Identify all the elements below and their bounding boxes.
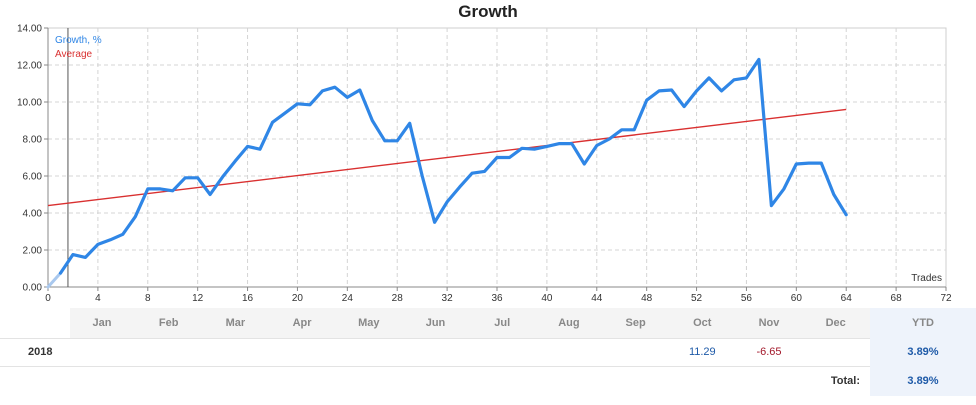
- x-tick-label: 16: [242, 293, 254, 304]
- table-row: 2018 11.29 -6.65 3.89%: [0, 338, 976, 367]
- month-header-jul: Jul: [494, 317, 511, 329]
- month-header-may: May: [358, 317, 380, 329]
- x-axis-label: Trades: [911, 273, 942, 284]
- table-total-row: Total: 3.89%: [0, 366, 976, 396]
- x-tick-label: 0: [45, 293, 51, 304]
- chart-title: Growth: [458, 2, 518, 21]
- month-header-jan: Jan: [92, 317, 112, 329]
- header-band: [70, 308, 870, 338]
- x-tick-label: 60: [791, 293, 803, 304]
- y-tick-label: 14.00: [17, 24, 42, 35]
- month-header-oct: Oct: [693, 317, 712, 329]
- x-tick-label: 52: [691, 293, 703, 304]
- x-tick-label: 4: [95, 293, 101, 304]
- y-tick-label: 2.00: [23, 246, 43, 257]
- series-growth-start-segment: [46, 271, 62, 289]
- legend-average: Average: [55, 49, 93, 60]
- x-tick-label: 44: [591, 293, 603, 304]
- ytd-value: 3.89%: [870, 338, 976, 366]
- x-tick-label: 32: [442, 293, 454, 304]
- series-growth-line: [58, 57, 848, 275]
- x-tick-label: 36: [491, 293, 503, 304]
- month-header-aug: Aug: [558, 317, 580, 329]
- x-tick-label: 20: [292, 293, 304, 304]
- x-tick-label: 8: [145, 293, 151, 304]
- month-header-feb: Feb: [158, 317, 179, 329]
- x-tick-label: 24: [342, 293, 354, 304]
- x-tick-label: 28: [392, 293, 404, 304]
- y-tick-label: 10.00: [17, 98, 42, 109]
- month-header-sep: Sep: [625, 317, 646, 329]
- x-tick-label: 56: [741, 293, 753, 304]
- legend-growth: Growth, %: [55, 35, 102, 46]
- y-tick-label: 12.00: [17, 61, 42, 72]
- table-header-row: Jan Feb Mar Apr May Jun Jul Aug Sep Oct Nov Dec YTD: [0, 308, 976, 339]
- legend: Growth, % Average: [55, 35, 102, 60]
- month-header-dec: Dec: [825, 317, 846, 329]
- y-tick-label: 6.00: [23, 172, 43, 183]
- series: [46, 57, 848, 289]
- x-tick-label: 40: [541, 293, 553, 304]
- month-value-nov: -6.65: [756, 346, 782, 358]
- month-header-nov: Nov: [758, 317, 780, 329]
- x-tick-label: 72: [940, 293, 952, 304]
- month-header-apr: Apr: [292, 317, 312, 329]
- x-tick-label: 48: [641, 293, 653, 304]
- x-tick-label: 64: [841, 293, 853, 304]
- series-average-line: [47, 108, 847, 207]
- month-header-jun: Jun: [425, 317, 446, 329]
- x-tick-label: 68: [891, 293, 903, 304]
- y-tick-label: 4.00: [23, 209, 43, 220]
- month-value-oct: 11.29: [688, 346, 716, 358]
- y-tick-label: 0.00: [23, 283, 43, 294]
- month-header-mar: Mar: [225, 317, 246, 329]
- grid: [47, 27, 947, 288]
- total-label: Total:: [830, 375, 860, 387]
- year-label: 2018: [28, 346, 53, 358]
- total-value: 3.89%: [870, 366, 976, 396]
- x-tick-label: 12: [192, 293, 204, 304]
- ytd-header: YTD: [870, 308, 976, 338]
- y-tick-label: 8.00: [23, 135, 43, 146]
